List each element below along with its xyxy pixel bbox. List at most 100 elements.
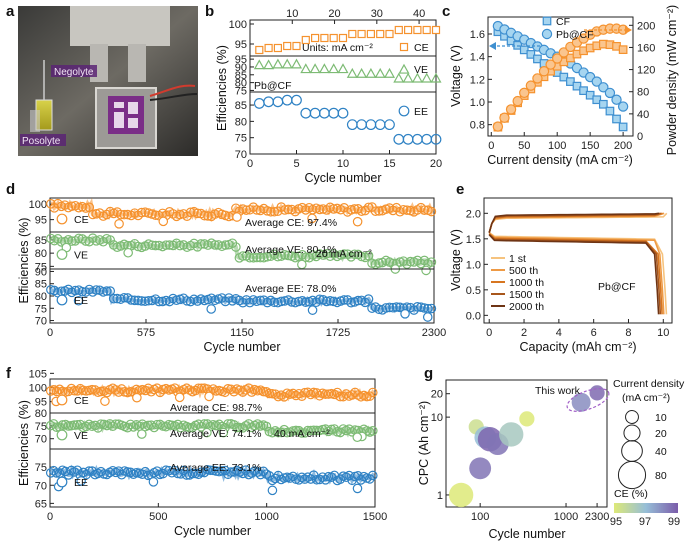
chart-b-ee-point — [309, 107, 321, 119]
panel-label-a: a — [6, 3, 15, 20]
chart-b-ve-point — [411, 72, 423, 83]
chart-c-x-tick-label: 100 — [548, 140, 566, 152]
chart-b-ce-point — [357, 29, 366, 39]
chart-e-y-tick-label: 1.5 — [466, 234, 481, 246]
chart-f-ee-y-tick-label: 70 — [35, 480, 47, 492]
chart-b-x-tick-label: 0 — [247, 158, 253, 170]
chart-b-ee-point — [300, 107, 312, 119]
chart-b-ee-point — [337, 107, 349, 119]
chart-g-size-legend-label: 20 — [655, 428, 667, 440]
chart-b-ve-point — [430, 72, 442, 83]
chart-c-cf-voltage-point — [592, 95, 602, 105]
chart-f-ce-outlier — [174, 392, 185, 403]
chart-c-cf-voltage-point — [612, 114, 621, 124]
chart-c-y-tick-label: 1.0 — [470, 97, 485, 109]
chart-d-ee-outlier — [307, 305, 318, 315]
chart-f-ce-outlier — [204, 391, 214, 402]
chart-f-legend-ce-marker — [56, 394, 68, 406]
chart-g-size-legend-circle — [625, 410, 639, 424]
chart-b-top-tick-label: 10 — [286, 8, 298, 20]
chart-b-legend-ve: VE — [414, 64, 428, 76]
chart-c-pbcf-power-point — [532, 73, 543, 84]
chart-c-cf-voltage-point — [513, 40, 523, 50]
chart-b-ve-y-tick-label: 90 — [235, 62, 247, 74]
chart-c-pbcf-power-point — [505, 104, 517, 115]
chart-e-x-tick-label: 2 — [521, 327, 527, 339]
chart-f-ve-outlier — [352, 432, 363, 443]
chart-c-frame — [487, 16, 634, 137]
chart-b-ee-point — [374, 119, 386, 131]
chart-c-cf-voltage-point — [526, 50, 536, 59]
chart-f-ve-outlier — [218, 427, 229, 438]
chart-b-ce-point — [320, 33, 329, 43]
chart-g-colorbar-tick: 95 — [610, 516, 622, 528]
chart-c-x-tick-label: 50 — [518, 140, 530, 152]
chart-d-ce-average: Average CE: 97.4% — [245, 217, 337, 229]
chart-b-x-tick-label: 15 — [383, 158, 395, 170]
chart-b-ee-y-tick-label: 85 — [235, 100, 247, 112]
chart-f-ve-average: Average VE: 74.1% — [170, 428, 261, 440]
panel-label-d: d — [6, 181, 15, 198]
chart-b-ce-point — [348, 29, 357, 39]
chart-f-rate: 40 mA cm⁻² — [274, 428, 330, 440]
chart-b-ve-point — [393, 72, 405, 83]
chart-e-legend-item: 1 st — [509, 253, 526, 265]
chart-c-pbcf-power-point — [492, 121, 504, 132]
chart-e-sample: Pb@CF — [598, 281, 636, 293]
chart-d-legend-ee: EE — [74, 295, 88, 307]
posolyte-label: Posolyte — [22, 136, 61, 147]
chart-b-legend-ve-marker — [398, 63, 410, 74]
chart-e-discharge-curve — [488, 233, 663, 315]
chart-g-size-legend-circle — [621, 440, 643, 462]
chart-d-legend-ve: VE — [74, 250, 88, 262]
chart-d-ee-outlier — [206, 304, 217, 314]
chart-b-ee-y-tick-label: 75 — [235, 133, 247, 145]
chart-b-ve-point — [290, 58, 303, 69]
chart-d-x-tick-label: 1150 — [230, 327, 254, 339]
chart-b-ee-point — [346, 119, 358, 131]
chart-b-ve-point — [328, 63, 340, 74]
chart-c-pbcf-power-point — [545, 59, 556, 70]
chart-c-y2-tick-label: 120 — [637, 65, 655, 77]
chart-d-ve-point — [419, 255, 430, 266]
chart-g-colorbar — [614, 503, 678, 513]
chart-b-ee-point — [272, 96, 284, 108]
chart-c-legend-pbcf: Pb@CF — [556, 29, 594, 41]
chart-f-ve-point — [149, 422, 159, 433]
chart-d-ce-outlier — [232, 212, 242, 222]
chart-b-ve-point — [318, 63, 330, 74]
chart-f-ve-trace — [49, 419, 376, 438]
chart-c-y2-tick-label: 200 — [637, 20, 655, 32]
chart-e-discharge-curve — [488, 232, 668, 315]
chart-e-discharge-curve — [488, 233, 662, 315]
chart-f-ce-y-tick-label: 105 — [29, 368, 47, 380]
chart-b-x-tick-label: 5 — [293, 158, 299, 170]
chart-b-ylabel: Efficiencies (%) — [215, 45, 229, 131]
chart-e-xlabel: Capacity (mAh cm⁻²) — [519, 340, 636, 354]
logo-pattern — [114, 102, 138, 128]
chart-b-ee-point — [319, 107, 330, 119]
chart-b-ee-point — [365, 119, 377, 131]
chart-d-ee-outlier — [73, 295, 84, 306]
chart-f-ve-y-tick-label: 70 — [35, 434, 47, 446]
chart-c-y2label: Powder density (mW cm⁻²) — [665, 5, 679, 155]
chart-f-ve-y-tick-label: 75 — [35, 421, 47, 433]
chart-b-ce-point — [283, 41, 292, 51]
chart-c-y2-tick-label: 0 — [637, 131, 643, 143]
chart-d-ee-y-tick-label: 70 — [35, 316, 47, 328]
chart-d-rate: 20 mA cm⁻² — [316, 248, 372, 260]
chart-g-xlabel: Cycle number — [488, 527, 565, 541]
chart-f-ee-outlier — [76, 476, 86, 486]
chart-c-cf-voltage-point — [572, 81, 582, 91]
chart-e-x-tick-label: 4 — [556, 327, 562, 339]
chart-d-ylabel: Efficiencies (%) — [17, 218, 31, 304]
chart-b-ve-y-tick-label: 80 — [235, 78, 247, 90]
chart-b-ee-point — [412, 133, 423, 145]
chart-g-point — [499, 422, 524, 447]
chart-d-ee-y-tick-label: 80 — [35, 291, 47, 303]
chart-d-legend-ce-marker — [56, 213, 68, 225]
panel-label-g: g — [424, 365, 433, 382]
